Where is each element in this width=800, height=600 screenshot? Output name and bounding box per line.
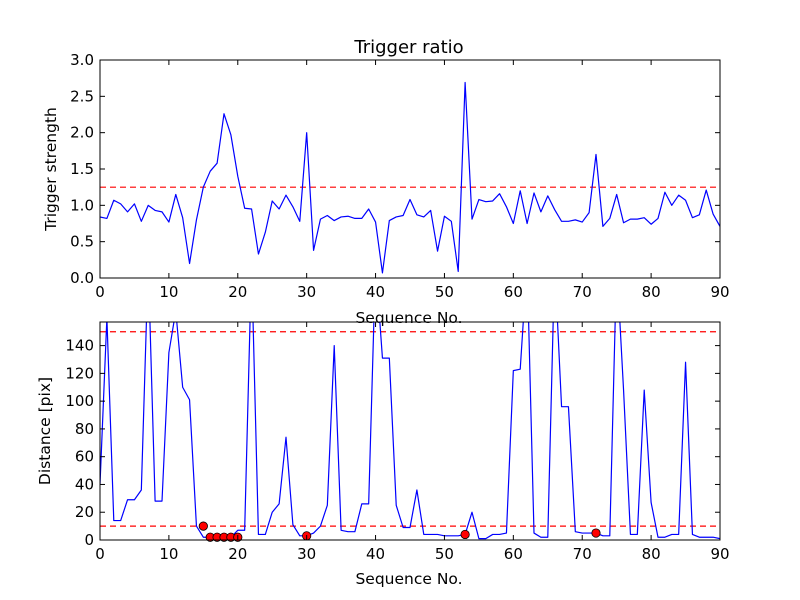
x-tick-label: 20	[228, 283, 247, 301]
data-point-marker	[198, 521, 208, 531]
y-tick-label: 120	[65, 364, 94, 382]
x-tick-label: 10	[159, 283, 178, 301]
y-tick-label: 0	[84, 531, 94, 549]
bottom-x-axis-label: Sequence No.	[355, 570, 462, 588]
x-tick-label: 0	[95, 283, 105, 301]
x-tick-label: 90	[710, 545, 729, 563]
top-y-axis-label: Trigger strength	[42, 107, 60, 232]
x-tick-label: 70	[573, 545, 592, 563]
y-tick-label: 100	[65, 392, 94, 410]
y-tick-label: 40	[75, 475, 94, 493]
x-tick-label: 40	[366, 283, 385, 301]
bottom-y-axis-label: Distance [pix]	[36, 377, 54, 485]
y-tick-label: 3.0	[70, 51, 94, 69]
top-x-axis-label: Sequence No.	[355, 309, 462, 327]
y-tick-label: 60	[75, 448, 94, 466]
x-tick-label: 60	[504, 283, 523, 301]
data-point-marker	[591, 528, 601, 538]
y-tick-label: 80	[75, 420, 94, 438]
x-tick-label: 0	[95, 545, 105, 563]
top-ticks-layer: 0 10 20 30 40 50 60 70 80 90 0.0 0.5 1.0 1.5 2.0 2.5 3.0	[70, 51, 729, 301]
x-tick-label: 30	[297, 545, 316, 563]
y-tick-label: 0.5	[70, 233, 94, 251]
x-tick-label: 20	[228, 545, 247, 563]
x-tick-label: 90	[710, 283, 729, 301]
bottom-plot-frame	[99, 321, 721, 541]
y-tick-label: 0.0	[70, 269, 94, 287]
series-line	[100, 322, 720, 540]
x-tick-label: 80	[642, 545, 661, 563]
x-tick-label: 50	[435, 283, 454, 301]
x-tick-label: 60	[504, 545, 523, 563]
y-tick-label: 1.0	[70, 196, 94, 214]
x-tick-label: 10	[159, 545, 178, 563]
x-tick-label: 40	[366, 545, 385, 563]
y-tick-label: 20	[75, 503, 94, 521]
x-tick-label: 50	[435, 545, 454, 563]
x-tick-label: 80	[642, 283, 661, 301]
bottom-ticks-layer: 0 10 20 30 40 50 60 70 80 90 0 20 40 60 80 100 120 140	[65, 322, 730, 563]
series-line	[100, 81, 720, 274]
chart-title: Trigger ratio	[353, 37, 463, 58]
y-tick-label: 1.5	[70, 160, 94, 178]
x-tick-label: 30	[297, 283, 316, 301]
y-tick-label: 2.0	[70, 124, 94, 142]
y-tick-label: 2.5	[70, 87, 94, 105]
distance-plot: 0 10 20 30 40 50 60 70 80 90 0 20 40 60 80 100 120 140 Se…	[36, 321, 730, 588]
y-tick-label: 140	[65, 337, 94, 355]
top-series-layer	[100, 81, 720, 274]
data-point-marker	[460, 529, 470, 540]
x-tick-label: 70	[573, 283, 592, 301]
